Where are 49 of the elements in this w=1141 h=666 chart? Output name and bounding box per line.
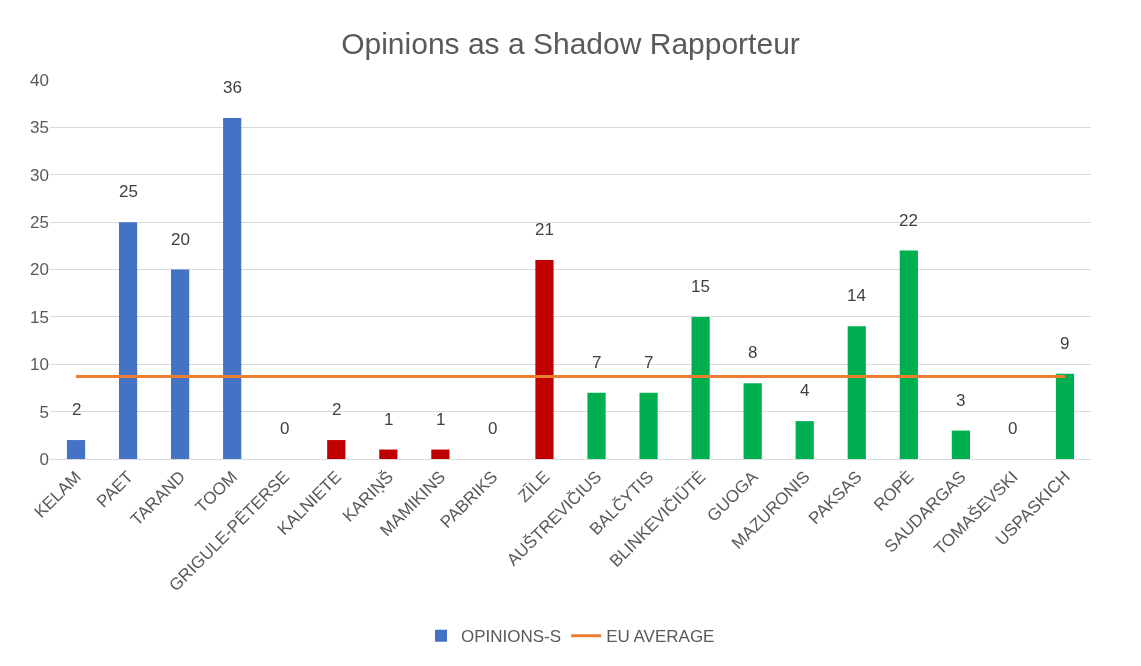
y-tick-label: 25 xyxy=(30,213,49,233)
bar xyxy=(223,117,242,459)
data-label: 3 xyxy=(956,391,966,410)
data-label: 1 xyxy=(436,410,446,429)
y-tick-label: 20 xyxy=(30,260,49,280)
y-tick-label: 40 xyxy=(30,70,49,90)
y-tick-label: 10 xyxy=(30,355,49,375)
bar xyxy=(327,440,346,459)
data-label: 0 xyxy=(280,419,290,438)
data-label: 14 xyxy=(847,286,866,305)
y-tick-label: 5 xyxy=(39,402,49,422)
bar xyxy=(795,421,814,459)
bar xyxy=(118,222,138,459)
bar xyxy=(431,449,450,459)
data-label: 21 xyxy=(535,220,554,239)
y-tick-label: 0 xyxy=(39,449,49,469)
data-label: 7 xyxy=(644,353,654,372)
data-label: 25 xyxy=(119,182,138,201)
bar xyxy=(639,392,658,459)
bar xyxy=(691,316,710,459)
data-label: 7 xyxy=(592,353,602,372)
bar xyxy=(379,449,398,459)
data-label: 36 xyxy=(223,78,242,97)
bar xyxy=(66,440,86,459)
bar xyxy=(899,250,918,459)
chart-title: Opinions as a Shadow Rapporteur xyxy=(341,27,800,61)
data-label: 2 xyxy=(72,400,82,419)
data-label: 8 xyxy=(748,343,758,362)
data-label: 0 xyxy=(488,419,498,438)
bar xyxy=(1055,373,1075,459)
data-label: 2 xyxy=(332,400,342,419)
bar xyxy=(171,269,190,459)
legend-label: OPINIONS-S xyxy=(461,627,562,647)
y-tick-label: 35 xyxy=(30,118,49,138)
data-label: 20 xyxy=(171,230,190,249)
bar xyxy=(535,260,554,459)
bar xyxy=(743,383,762,459)
data-label: 15 xyxy=(691,277,710,296)
data-label: 0 xyxy=(1008,419,1018,438)
bar xyxy=(951,430,970,459)
y-tick-label: 30 xyxy=(30,165,49,185)
data-label: 22 xyxy=(899,211,918,230)
data-label: 9 xyxy=(1060,334,1070,353)
bar xyxy=(847,326,866,459)
y-tick-label: 15 xyxy=(30,307,49,327)
legend-label: EU AVERAGE xyxy=(606,627,715,647)
bar xyxy=(587,392,606,459)
data-label: 1 xyxy=(384,410,394,429)
data-label: 4 xyxy=(800,381,810,400)
